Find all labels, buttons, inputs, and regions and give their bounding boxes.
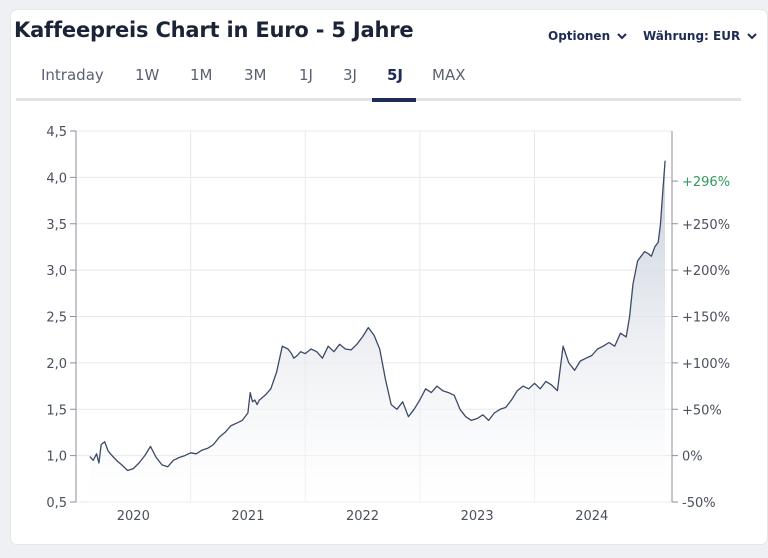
y2-tick-label: +50% <box>682 403 722 418</box>
x-tick-label: 2024 <box>575 509 608 524</box>
currency-dropdown[interactable]: Währung: EUR <box>643 29 758 43</box>
y2-tick-label: +100% <box>682 357 730 372</box>
chevron-down-icon <box>747 33 757 40</box>
x-tick-label: 2021 <box>231 509 264 524</box>
timeframe-tabs: Intraday 1W 1M 3M 1J 3J 5J MAX <box>16 62 741 102</box>
y-tick-label: 2,0 <box>46 357 67 372</box>
x-tick-label: 2023 <box>461 509 494 524</box>
options-label: Optionen <box>548 29 611 43</box>
active-tab-underline <box>372 98 416 102</box>
tab-3j[interactable]: 3J <box>343 66 357 84</box>
page-title: Kaffeepreis Chart in Euro - 5 Jahre <box>14 18 414 42</box>
options-dropdown[interactable]: Optionen <box>548 29 628 43</box>
price-line <box>89 160 666 472</box>
y2-tick-label: +150% <box>682 311 730 326</box>
y-tick-label: 1,5 <box>46 403 67 418</box>
y-tick-label: 0,5 <box>46 496 67 511</box>
y2-tick-label: -50% <box>682 496 716 511</box>
y-tick-label: 3,5 <box>46 218 67 233</box>
tab-max[interactable]: MAX <box>432 66 466 84</box>
tab-intraday[interactable]: Intraday <box>41 66 104 84</box>
tab-1m[interactable]: 1M <box>190 66 213 84</box>
tab-1j[interactable]: 1J <box>299 66 313 84</box>
tab-5j[interactable]: 5J <box>387 66 404 84</box>
x-tick-label: 2022 <box>346 509 379 524</box>
y-tick-label: 3,0 <box>46 264 67 279</box>
price-area <box>89 160 666 502</box>
y-tick-label: 4,0 <box>46 171 67 186</box>
currency-label: Währung: EUR <box>643 29 741 43</box>
y-tick-label: 1,0 <box>46 450 67 465</box>
y2-tick-label: 0% <box>682 450 703 465</box>
y2-tick-label: +250% <box>682 218 730 233</box>
tab-1w[interactable]: 1W <box>135 66 160 84</box>
last-value-label: +296% <box>682 175 730 190</box>
y-tick-label: 2,5 <box>46 311 67 326</box>
chevron-down-icon <box>617 33 627 40</box>
y-tick-label: 4,5 <box>46 125 67 140</box>
tab-3m[interactable]: 3M <box>244 66 267 84</box>
y2-tick-label: +200% <box>682 264 730 279</box>
x-tick-label: 2020 <box>117 509 150 524</box>
